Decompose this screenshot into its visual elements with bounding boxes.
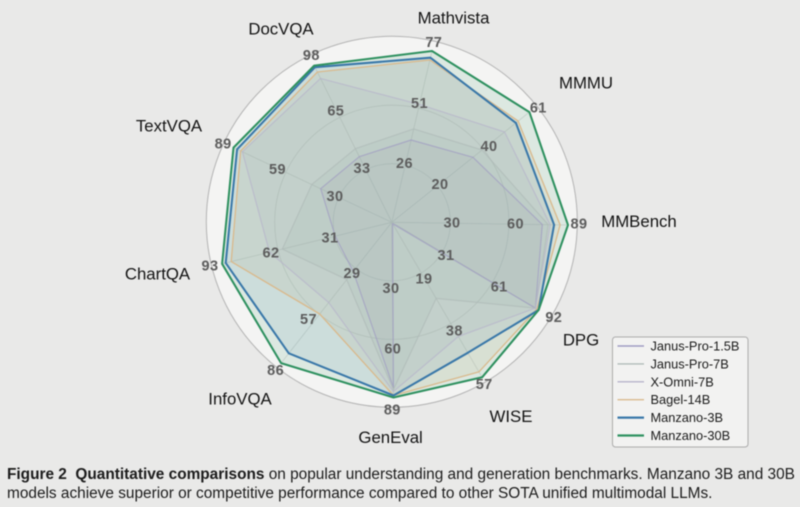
svg-text:57: 57	[476, 377, 493, 393]
svg-text:89: 89	[571, 216, 588, 232]
svg-text:MMMU: MMMU	[559, 74, 613, 93]
svg-text:30: 30	[383, 281, 400, 297]
svg-text:65: 65	[327, 104, 344, 120]
svg-text:Manzano-30B: Manzano-30B	[651, 428, 731, 443]
svg-text:19: 19	[416, 272, 433, 288]
svg-text:38: 38	[446, 324, 463, 340]
svg-text:57: 57	[300, 312, 317, 328]
svg-text:60: 60	[507, 217, 524, 233]
svg-text:DPG: DPG	[563, 331, 599, 350]
svg-text:Janus-Pro-7B: Janus-Pro-7B	[651, 356, 729, 371]
svg-text:Mathvista: Mathvista	[418, 9, 490, 28]
svg-text:59: 59	[269, 162, 286, 178]
svg-text:31: 31	[322, 231, 339, 247]
svg-text:30: 30	[327, 189, 344, 205]
svg-text:InfoVQA: InfoVQA	[208, 390, 272, 409]
svg-text:20: 20	[432, 177, 449, 193]
svg-text:77: 77	[425, 35, 442, 51]
svg-text:26: 26	[396, 156, 413, 172]
svg-text:61: 61	[530, 100, 547, 116]
svg-text:40: 40	[481, 139, 498, 155]
svg-text:Janus-Pro-1.5B: Janus-Pro-1.5B	[651, 339, 740, 354]
svg-text:89: 89	[215, 137, 232, 153]
svg-text:30: 30	[444, 216, 461, 232]
svg-text:ChartQA: ChartQA	[125, 265, 191, 284]
svg-text:98: 98	[303, 48, 320, 64]
svg-text:TextVQA: TextVQA	[136, 117, 203, 136]
svg-text:33: 33	[354, 161, 371, 177]
svg-text:61: 61	[491, 279, 508, 295]
svg-text:62: 62	[263, 246, 280, 262]
svg-text:Manzano-3B: Manzano-3B	[651, 410, 724, 425]
svg-text:GenEval: GenEval	[358, 428, 422, 447]
svg-text:31: 31	[438, 248, 455, 264]
svg-text:29: 29	[344, 266, 361, 282]
svg-text:Bagel-14B: Bagel-14B	[651, 392, 711, 407]
svg-text:60: 60	[384, 342, 401, 358]
svg-text:X-Omni-7B: X-Omni-7B	[651, 374, 714, 389]
svg-text:92: 92	[545, 310, 562, 326]
svg-text:DocVQA: DocVQA	[248, 20, 314, 39]
svg-text:MMBench: MMBench	[601, 212, 677, 231]
svg-text:WISE: WISE	[490, 407, 533, 426]
svg-text:86: 86	[267, 363, 284, 379]
svg-text:93: 93	[202, 259, 219, 275]
svg-text:89: 89	[384, 403, 401, 419]
svg-text:51: 51	[411, 96, 428, 112]
